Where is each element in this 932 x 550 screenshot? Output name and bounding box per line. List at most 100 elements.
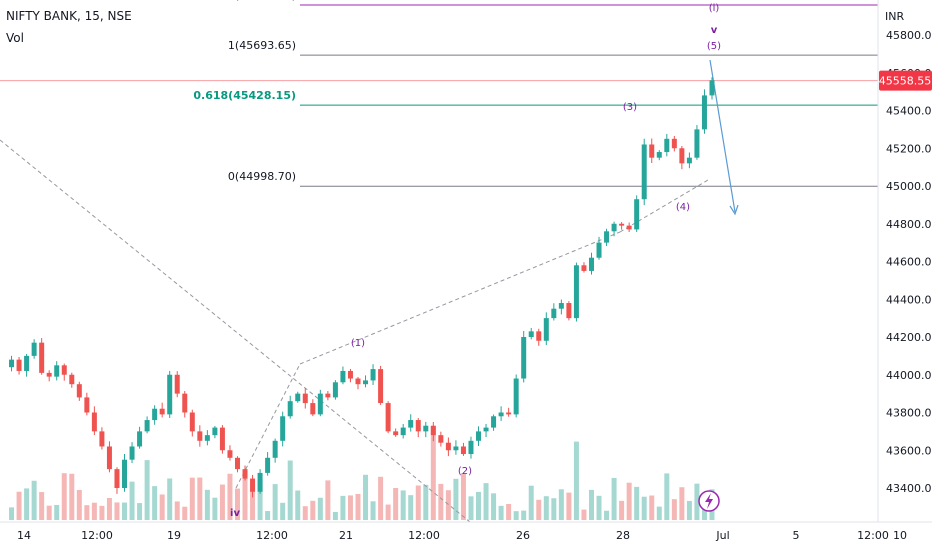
volume-bar [506,503,512,520]
volume-bar [250,488,256,520]
candle-body [122,459,128,488]
candle-body [521,337,527,379]
volume-bar [491,493,497,520]
y-tick-label: 44400.00 [886,293,932,306]
candle-body [227,450,233,458]
last-price-value: 45558.55 [879,75,932,88]
candle-body [114,469,120,488]
volume-bar [528,485,534,520]
candle-body [197,431,203,441]
wave-label: (5) [707,41,721,52]
candle-body [543,318,549,341]
volume-bar [566,492,572,520]
candle-body [686,157,692,164]
candle-body [626,225,632,230]
fib-label: 1.382(45959.16) [203,0,296,2]
volume-bar [76,489,82,520]
candle-body [566,303,572,319]
volume-bar [498,505,504,520]
projection-arrow-head [729,204,739,216]
candle-body [355,378,361,385]
candle-body [91,412,97,432]
volume-bar [265,511,271,520]
volume-bar [573,441,579,520]
volume-layer [9,426,715,520]
candle-body [99,431,105,447]
volume-bar [363,474,369,520]
volume-bar [664,473,670,520]
candle-body [536,331,542,341]
volume-bar [558,489,564,520]
x-tick-label: Jul [715,529,729,542]
candle-body [76,384,82,398]
volume-bar [347,495,353,520]
volume-bar [423,484,429,520]
volume-bar [69,473,75,520]
candle-body [287,401,293,417]
candle-body [491,416,497,428]
candle-body [498,412,504,417]
volume-bar [408,495,414,520]
candle-body [167,374,173,415]
candle-body [423,425,429,432]
volume-bar [242,472,248,520]
y-tick-label: 44800.00 [886,218,932,231]
candle-body [9,359,15,368]
currency-label: INR [885,10,904,23]
candle-body [656,152,662,158]
wave-label: (i) [709,3,720,14]
candle-body [400,427,406,436]
volume-bar [393,487,399,520]
x-tick-label: 21 [339,529,353,542]
fib-label: 0.618(45428.15) [193,89,296,102]
volume-bar [468,496,474,520]
volume-bar [460,473,466,520]
volume-bar [694,483,700,520]
x-tick-label: 12:00 [81,529,113,542]
candle-body [31,342,37,356]
volume-bar [581,509,587,520]
volume-bar [679,487,685,520]
candle-body [69,374,75,385]
candle-body [152,408,158,421]
volume-bar [355,493,361,520]
candle-body [453,446,459,451]
volume-bar [604,510,610,520]
volume-bar [400,490,406,520]
x-tick-layer: 14 12:00 19 12:00 21 12:00 26 28 Jul 5 12:00 10 [17,529,907,542]
candle-body [483,427,489,432]
volume-bar [234,488,240,520]
wave-label: v [711,25,718,36]
candle-body [250,478,256,492]
candle-layer [9,77,715,498]
candle-body [332,382,338,398]
volume-bar [144,460,150,520]
candle-body [393,431,399,436]
candle-body [144,420,150,432]
candle-body [588,257,594,271]
volume-bar [182,506,188,520]
volume-bar [114,502,120,520]
x-tick-label: 5 [793,529,800,542]
wave-layer: (1) (2) (3) (4) (5) iv v (i) [230,3,721,519]
candle-body [234,457,240,470]
volume-bar [611,477,617,520]
x-tick-label: 10 [893,529,907,542]
volume-bar [536,499,542,520]
volume-bar [54,504,60,520]
candle-body [272,440,278,458]
candle-body [340,370,346,383]
volume-bar [641,496,647,520]
candle-body [212,427,218,436]
volume-bar [152,486,158,520]
volume-bar [619,500,625,520]
symbol-title: NIFTY BANK, 15, NSE [6,9,132,23]
candle-body [445,442,451,451]
fib-label: 0(44998.70) [228,170,296,183]
volume-bar [129,481,135,520]
wave-label: (2) [458,466,472,477]
candle-body [242,469,248,479]
lightning-icon[interactable] [698,490,720,512]
